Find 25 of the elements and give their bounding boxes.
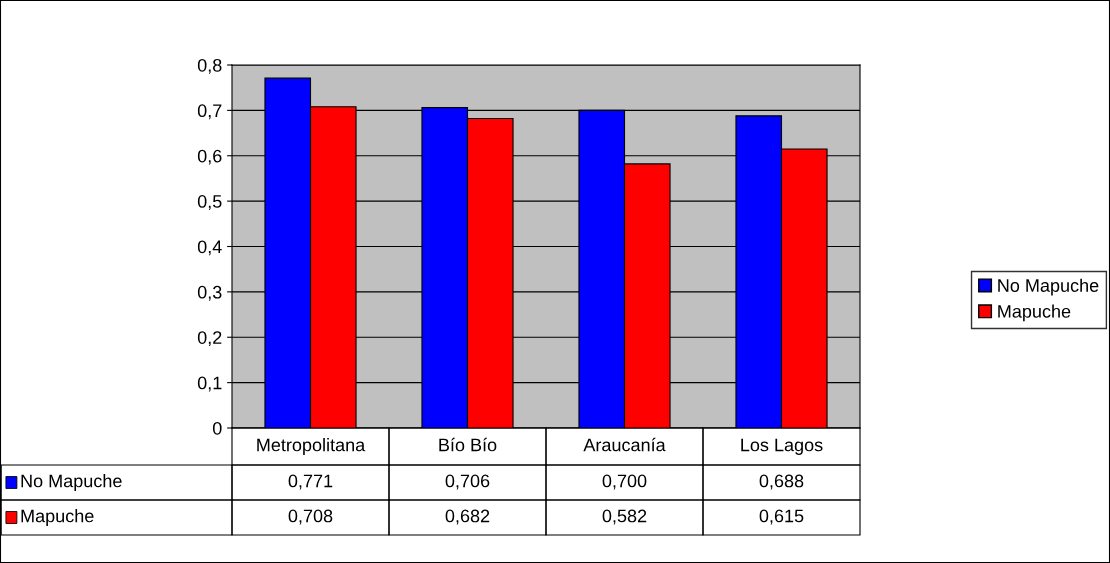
data-label: 0,582: [602, 509, 647, 525]
data-label: 0,708: [288, 509, 333, 525]
data-label: 0,771: [288, 474, 333, 490]
y-tick-label: 0,4: [197, 240, 222, 256]
y-tick-label: 0,7: [197, 104, 222, 120]
y-tick-label: 0,1: [197, 376, 222, 392]
legend-label: Mapuche: [998, 304, 1071, 322]
legend-label: No Mapuche: [21, 474, 122, 491]
data-label: 0,688: [759, 474, 804, 490]
y-tick-label: 0,8: [197, 58, 222, 74]
data-label: 0,706: [445, 474, 490, 490]
y-tick-label: 0,3: [197, 285, 222, 301]
data-label: 0,682: [445, 509, 490, 525]
data-label: 0,615: [759, 509, 804, 525]
text: Mapuche: [21, 509, 94, 526]
x-tick-label: Araucanía: [583, 437, 666, 452]
x-tick-label: Metropolitana: [257, 438, 366, 455]
y-tick-label: 0,2: [197, 331, 222, 347]
text: No Mapuche: [998, 278, 1099, 296]
x-tick-label: Los Lagos: [741, 438, 823, 455]
data-label: 0,700: [602, 474, 647, 490]
y-tick-label: 0,6: [197, 149, 222, 165]
x-tick-label: Bío Bío: [439, 437, 497, 452]
y-tick-label: 0: [212, 421, 222, 435]
y-tick-label: 0,5: [197, 195, 222, 210]
